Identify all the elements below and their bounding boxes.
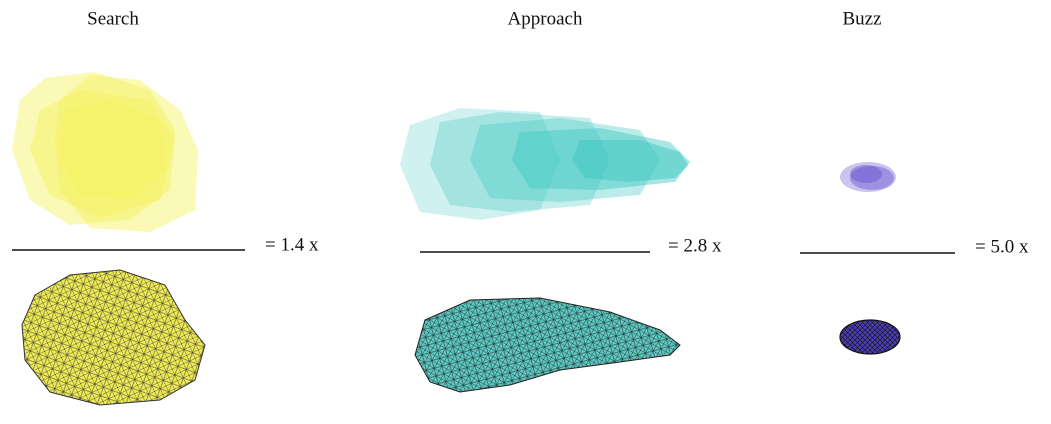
buzz-volume [840, 162, 896, 192]
approach-mesh [415, 298, 680, 392]
figure: Search Approach Buzz = 1.4 x = [0, 0, 1051, 424]
search-volume [12, 72, 198, 232]
panel-title: Search [87, 8, 139, 29]
buzz-mesh [840, 320, 900, 354]
scale-label: = 2.8 x [668, 235, 722, 256]
panel-title: Buzz [842, 8, 881, 29]
search-mesh [22, 270, 205, 405]
scale-label: = 5.0 x [975, 236, 1029, 257]
panel-title: Approach [508, 8, 583, 29]
approach-volume [400, 108, 690, 220]
scale-label: = 1.4 x [265, 234, 319, 255]
